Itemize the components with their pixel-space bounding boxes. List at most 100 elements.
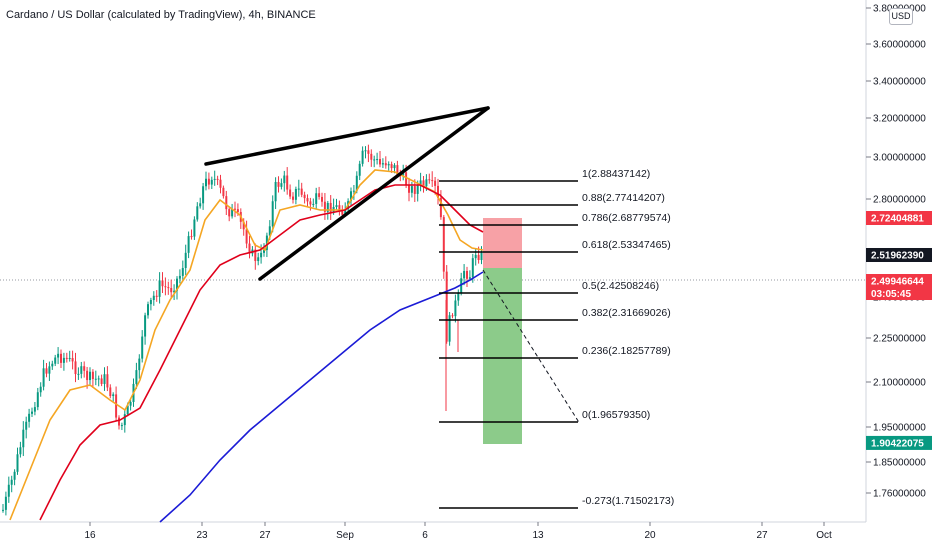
wedge-lower-trendline[interactable] [258, 106, 490, 281]
candle-body [309, 201, 312, 205]
candle-body [408, 185, 410, 193]
candle-body [277, 181, 280, 187]
candle-body [390, 164, 393, 169]
candle-body [103, 374, 106, 384]
candle-body [297, 188, 300, 190]
take-profit-zone[interactable] [483, 268, 522, 444]
candle-body [289, 189, 292, 197]
candle-body [338, 205, 341, 212]
candle-body [100, 378, 103, 384]
candle-body [321, 196, 323, 202]
candle-body [344, 209, 347, 215]
stop-loss-zone[interactable] [483, 218, 522, 268]
candle-body [33, 407, 36, 412]
candle-body [419, 180, 422, 186]
fib-level-label: 0(1.96579350) [582, 409, 650, 421]
candle-body [234, 208, 236, 210]
candle-body [393, 165, 396, 169]
candle-body [202, 186, 205, 204]
candle-body [413, 186, 416, 194]
candle-body [16, 454, 19, 472]
candle-body [106, 374, 109, 388]
fibonacci-retracement[interactable]: 1(2.88437142) 0.88(2.77414207) 0.786(2.687… [439, 168, 674, 509]
candle-body [141, 336, 144, 359]
candle-body [286, 175, 289, 190]
candle-body [263, 250, 265, 253]
fib-level-label: 0.618(2.53347465) [582, 239, 671, 251]
candle-body [60, 353, 62, 363]
candle-body [434, 180, 437, 186]
candle-body [248, 243, 251, 254]
price-tag-countdown: 03:05:45 [871, 289, 911, 300]
time-axis[interactable]: 16 23 27 Sep 6 13 20 27 Oct [84, 522, 832, 541]
candle-body [184, 252, 187, 269]
candle-body [86, 370, 89, 381]
candle-body [361, 150, 364, 164]
candle-body [89, 371, 91, 381]
candle-body [2, 509, 4, 511]
candle-body [147, 304, 149, 316]
candle-body [384, 163, 387, 166]
price-tag-label: 2.72404881 [871, 214, 924, 225]
candle-body [468, 277, 471, 279]
candle-body [300, 188, 303, 195]
candle-body [445, 271, 448, 342]
price-tag-label: 2.51962390 [871, 250, 924, 261]
y-tick-label: 1.85000000 [873, 458, 926, 469]
candle-body [457, 293, 460, 301]
candle-body [25, 421, 28, 430]
candle-body [36, 392, 39, 408]
y-tick-label: 3.40000000 [873, 77, 926, 88]
candle-body [181, 268, 184, 276]
candle-body [118, 417, 120, 426]
candle-body [152, 295, 155, 301]
candle-body [173, 290, 176, 293]
candle-body [149, 300, 152, 305]
fib-level-label: 0.382(2.31669026) [582, 307, 671, 319]
candle-body [231, 208, 234, 217]
candle-body [219, 179, 222, 188]
candle-body [115, 394, 118, 418]
candle-body [91, 371, 94, 380]
candle-body [65, 357, 68, 359]
price-tag [866, 435, 932, 450]
candle-body [428, 179, 431, 181]
candle-body [283, 175, 286, 184]
wedge-upper-trendline[interactable] [204, 106, 490, 166]
projection-dashed-line[interactable] [482, 269, 581, 425]
candle-body [268, 226, 271, 236]
candle-body [341, 211, 344, 215]
candle-body [323, 201, 326, 212]
candle-body [376, 159, 379, 161]
candle-body [7, 484, 10, 497]
candle-body [164, 286, 167, 288]
fib-level-label: 1(2.88437142) [582, 168, 650, 180]
candle-body [68, 358, 71, 360]
candle-body [454, 300, 457, 317]
moving-averages [9, 169, 484, 523]
currency-button[interactable]: USD [889, 8, 913, 25]
x-tick-label: 23 [196, 530, 208, 541]
candle-body [199, 203, 202, 207]
candle-body [71, 358, 74, 362]
candle-body [358, 163, 361, 176]
candle-body [480, 252, 483, 261]
candle-body [167, 287, 170, 289]
y-tick-label: 3.60000000 [873, 40, 926, 51]
price-tag-label: 1.90422075 [871, 438, 924, 449]
candle-body [280, 183, 283, 187]
ema-mid-line [39, 184, 484, 521]
candle-body [109, 387, 112, 397]
y-tick-label: 2.80000000 [873, 195, 926, 206]
candle-body [387, 164, 390, 166]
price-tag-label: 2.49946644 [871, 277, 924, 288]
fib-level-label: -0.273(1.71502173) [582, 495, 674, 507]
candle-body [329, 202, 332, 213]
candle-body [335, 205, 338, 207]
x-tick-label: 6 [422, 530, 428, 541]
x-tick-label: 13 [532, 530, 544, 541]
fib-level-label: 0.88(2.77414207) [582, 192, 665, 204]
candle-body [451, 315, 454, 317]
candle-body [474, 254, 477, 259]
